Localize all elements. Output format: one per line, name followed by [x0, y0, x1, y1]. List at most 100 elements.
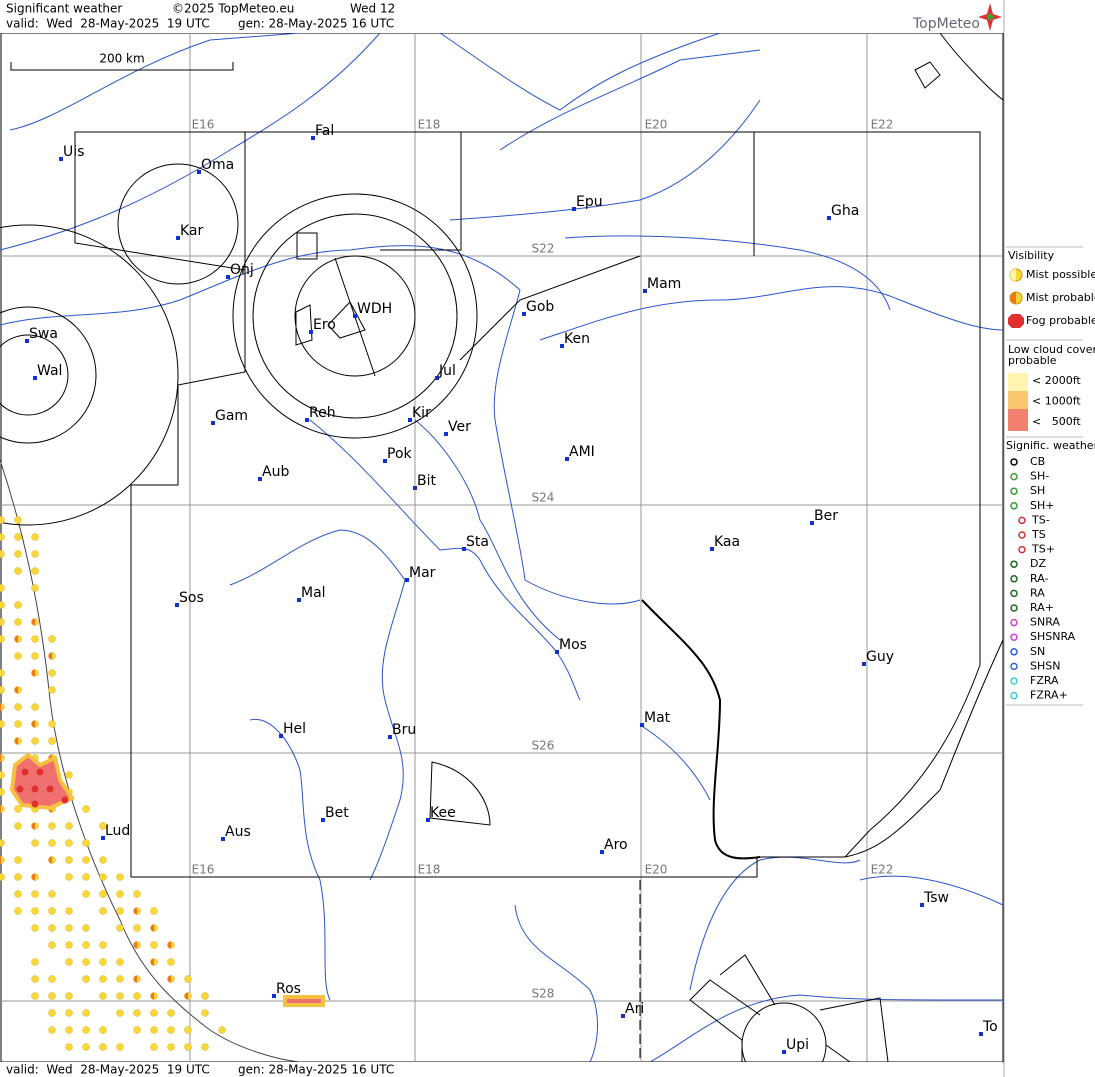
- mist-dot: [14, 873, 22, 881]
- place-marker: [383, 459, 387, 463]
- mist-symbol: [99, 873, 107, 881]
- mist-dot: [99, 822, 107, 830]
- place-marker: [710, 547, 714, 551]
- place-marker: [408, 418, 412, 422]
- place-label: Aus: [225, 824, 251, 840]
- mist-symbol: [0, 720, 5, 728]
- mist-dot: [0, 873, 5, 881]
- place-label: Ver: [448, 419, 471, 435]
- mist-symbol: [31, 890, 39, 898]
- mist-symbol: [82, 1009, 90, 1017]
- place-marker: [388, 735, 392, 739]
- mist-symbol: [82, 856, 90, 864]
- mist-dot: [0, 601, 5, 609]
- mist-symbol: [116, 924, 124, 932]
- mist-dot: [48, 839, 56, 847]
- legend-icon: [1010, 487, 1018, 495]
- mist-symbol: [116, 873, 124, 881]
- mist-dot: [99, 992, 107, 1000]
- mist-symbol: [14, 533, 22, 541]
- mist-symbol: [0, 584, 5, 592]
- mist-dot: [133, 992, 141, 1000]
- mist-dot: [150, 907, 158, 915]
- place-label: Ken: [564, 331, 590, 347]
- place-marker: [258, 477, 262, 481]
- mist-symbol: [65, 958, 73, 966]
- fog-dot: [21, 768, 29, 776]
- header-title: Significant weather: [6, 2, 122, 16]
- mist-symbol: [133, 1026, 141, 1034]
- mist-dot: [14, 550, 22, 558]
- mist-half: [150, 924, 154, 932]
- mist-symbol: [48, 737, 56, 745]
- legend-icon: [1018, 545, 1026, 554]
- fog-area: [283, 995, 325, 1007]
- mist-half: [133, 907, 137, 915]
- mist-dot: [31, 652, 39, 660]
- mist-symbol: [48, 720, 56, 728]
- mist-symbol: [48, 1026, 56, 1034]
- legend-icon: [1010, 502, 1018, 510]
- legend-title: probable: [1008, 354, 1057, 367]
- legend-label: < 1000ft: [1032, 395, 1081, 408]
- mist-symbol: [65, 1009, 73, 1017]
- river: [439, 32, 721, 111]
- place-label: Fal: [315, 123, 334, 139]
- legend-icon: [1010, 269, 1016, 281]
- mist-symbol: [0, 771, 5, 779]
- scale-bar: [10, 62, 234, 71]
- mist-dot: [31, 890, 39, 898]
- lon-label: E16: [192, 863, 215, 877]
- mist-dot: [14, 533, 22, 541]
- river: [309, 419, 581, 701]
- mist-dot: [99, 1043, 107, 1051]
- mist-dot: [48, 907, 56, 915]
- mist-dot: [133, 890, 141, 898]
- lat-label: S24: [532, 491, 555, 505]
- mist-symbol: [150, 924, 158, 932]
- place-label: Ber: [814, 508, 838, 524]
- mist-symbol: [31, 720, 39, 728]
- river: [514, 904, 598, 1063]
- mist-half: [167, 941, 171, 949]
- mist-dot: [31, 703, 39, 711]
- mist-symbol: [99, 907, 107, 915]
- mist-half: [184, 992, 188, 1000]
- mist-dot: [48, 941, 56, 949]
- place-marker: [279, 734, 283, 738]
- mist-dot: [150, 1009, 158, 1017]
- mist-dot: [150, 1043, 158, 1051]
- place-label: Mal: [301, 585, 326, 601]
- mist-half: [48, 856, 52, 864]
- copyright: ©2025 TopMeteo.eu: [172, 2, 294, 16]
- legend-label: Mist probable: [1026, 291, 1095, 304]
- place-marker: [311, 136, 315, 140]
- mist-dot: [14, 720, 22, 728]
- mist-symbol: [99, 856, 107, 864]
- mist-dot: [82, 890, 90, 898]
- mist-dot: [116, 1043, 124, 1051]
- river: [414, 419, 561, 641]
- legend-icon: [1010, 648, 1018, 656]
- mist-half: [150, 992, 154, 1000]
- airspace: [117, 163, 239, 285]
- fog-dot: [16, 785, 24, 793]
- mist-symbol: [14, 635, 22, 643]
- mist-symbol: [133, 1009, 141, 1017]
- mist-dot: [65, 822, 73, 830]
- mist-symbol: [48, 890, 56, 898]
- river: [564, 235, 891, 311]
- place-label: Swa: [29, 326, 58, 342]
- mist-dot: [48, 1026, 56, 1034]
- mist-dot: [31, 567, 39, 575]
- mist-symbol: [82, 958, 90, 966]
- mist-dot: [0, 839, 5, 847]
- mist-symbol: [150, 992, 158, 1000]
- mist-dot: [116, 924, 124, 932]
- place-label: Upi: [786, 1037, 809, 1053]
- map-area: 200 km E16 E18 E20 E22 E16 E18 E20 E22 S…: [0, 32, 1004, 1077]
- mist-symbol: [201, 1009, 209, 1017]
- mist-symbol: [184, 1043, 192, 1051]
- cloud-swatch: [1008, 409, 1028, 431]
